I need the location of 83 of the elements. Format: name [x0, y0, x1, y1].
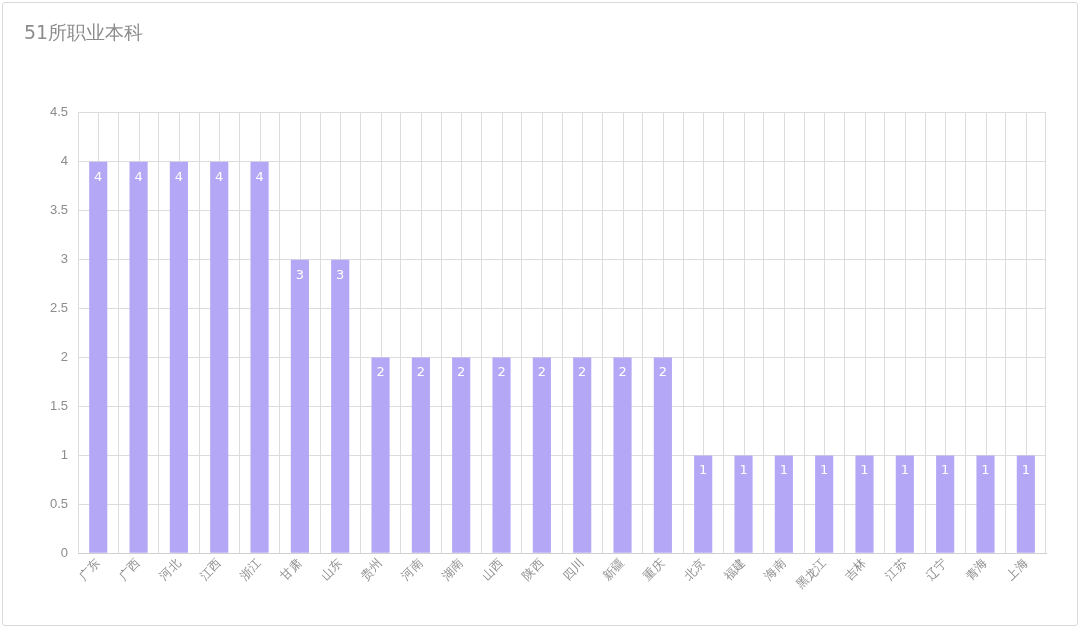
- y-tick-label: 1.5: [49, 398, 69, 414]
- data-label: 2: [578, 364, 587, 380]
- data-label: 2: [416, 364, 426, 380]
- data-label: 1: [900, 462, 909, 478]
- x-tick-label: 山西: [479, 556, 506, 583]
- bar: [694, 455, 713, 553]
- bar: [774, 455, 793, 553]
- x-tick-label: 江西: [196, 556, 224, 583]
- data-label: 2: [537, 364, 547, 380]
- chart-title: 51所职业本科: [24, 20, 144, 45]
- bar: [492, 357, 511, 553]
- y-tick-label: 0: [60, 544, 69, 560]
- bar: [411, 357, 430, 553]
- bar: [452, 357, 471, 553]
- bar: [1016, 455, 1035, 553]
- x-tick-label: 四川: [559, 556, 587, 583]
- bar: [331, 259, 350, 553]
- x-tick-label: 福建: [721, 556, 748, 583]
- data-label: 1: [981, 462, 990, 478]
- x-tick-label: 江苏: [882, 556, 910, 583]
- x-tick-label: 广东: [75, 556, 103, 583]
- x-tick-label: 青海: [963, 556, 990, 583]
- x-tick-label: 黑龙江: [793, 556, 829, 592]
- data-label: 2: [457, 364, 466, 380]
- x-tick-label: 上海: [1003, 556, 1031, 583]
- x-tick-label: 北京: [680, 556, 708, 583]
- data-label: 4: [134, 168, 143, 184]
- y-tick-label: 4.5: [49, 104, 69, 120]
- x-tick-label: 重庆: [640, 556, 668, 583]
- data-label: 1: [860, 462, 869, 478]
- data-label: 3: [336, 266, 345, 282]
- x-tick-label: 陕西: [519, 556, 547, 583]
- data-label: 4: [94, 168, 103, 184]
- bar: [169, 161, 188, 553]
- data-label: 2: [658, 364, 667, 380]
- bar: [250, 161, 269, 553]
- x-tick-label: 甘肃: [277, 556, 305, 583]
- y-tick-label: 1: [60, 447, 69, 463]
- y-tick-label: 4: [60, 153, 69, 169]
- bar: [89, 161, 108, 553]
- y-tick-label: 2.5: [49, 300, 69, 316]
- data-label: 1: [820, 462, 829, 478]
- x-tick-label: 湖南: [438, 556, 466, 583]
- data-label: 3: [295, 266, 305, 282]
- x-tick-label: 广西: [116, 556, 144, 583]
- x-tick-label: 河北: [156, 556, 184, 583]
- x-tick-label: 辽宁: [922, 556, 950, 583]
- bar: [855, 455, 874, 553]
- bar: [613, 357, 632, 553]
- y-tick-label: 0.5: [49, 495, 69, 511]
- x-tick-label: 浙江: [237, 556, 265, 583]
- data-label: 2: [618, 364, 627, 380]
- bar: [573, 357, 592, 553]
- data-label: 2: [497, 364, 506, 380]
- bar: [210, 161, 229, 553]
- data-label: 1: [739, 462, 748, 478]
- data-label: 4: [174, 168, 184, 184]
- bar: [532, 357, 551, 553]
- bar: [936, 455, 955, 553]
- y-tick-label: 2: [60, 349, 69, 365]
- x-tick-label: 海南: [761, 556, 789, 583]
- bar: [371, 357, 390, 553]
- data-label: 4: [215, 168, 224, 184]
- bar: [815, 455, 834, 553]
- bar: [129, 161, 148, 553]
- y-tick-label: 3.5: [49, 202, 69, 218]
- x-tick-label: 新疆: [600, 556, 627, 583]
- x-tick-label: 山东: [317, 556, 345, 583]
- data-label: 4: [255, 168, 264, 184]
- x-tick-label: 河南: [398, 556, 426, 583]
- data-label: 1: [941, 462, 950, 478]
- bar: [290, 259, 309, 553]
- bar: [976, 455, 995, 553]
- x-tick-label: 吉林: [842, 556, 869, 583]
- bar: [734, 455, 753, 553]
- data-label: 2: [376, 364, 385, 380]
- bar: [653, 357, 672, 553]
- x-tick-label: 贵州: [358, 556, 386, 583]
- data-label: 1: [779, 462, 788, 478]
- data-label: 1: [1021, 462, 1030, 478]
- data-label: 1: [699, 462, 708, 478]
- bar: [895, 455, 914, 553]
- y-tick-label: 3: [60, 251, 69, 267]
